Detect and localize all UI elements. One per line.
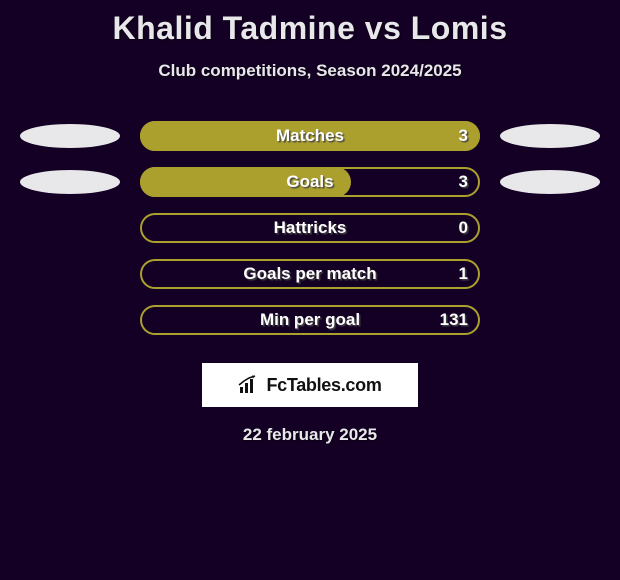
stat-row: Matches3 <box>10 121 610 151</box>
stat-label: Goals per match <box>140 264 480 284</box>
stat-rows: Matches3Goals3Hattricks0Goals per match1… <box>0 121 620 335</box>
stat-bar: Min per goal131 <box>140 305 480 335</box>
stat-label: Hattricks <box>140 218 480 238</box>
stat-value: 3 <box>459 172 468 192</box>
player-ellipse-left <box>20 124 120 148</box>
stat-value: 3 <box>459 126 468 146</box>
subtitle: Club competitions, Season 2024/2025 <box>0 61 620 81</box>
stat-value: 1 <box>459 264 468 284</box>
player-ellipse-right <box>500 124 600 148</box>
player-ellipse-right <box>500 170 600 194</box>
stat-value: 131 <box>440 310 468 330</box>
stat-row: Min per goal131 <box>10 305 610 335</box>
brand-text: FcTables.com <box>266 375 381 396</box>
stat-bar: Hattricks0 <box>140 213 480 243</box>
stat-row: Goals3 <box>10 167 610 197</box>
brand-box: FcTables.com <box>202 363 418 407</box>
stat-label: Goals <box>140 172 480 192</box>
stat-label: Matches <box>140 126 480 146</box>
player-ellipse-left <box>20 170 120 194</box>
brand-chart-icon <box>238 375 260 395</box>
stat-row: Hattricks0 <box>10 213 610 243</box>
stat-bar: Goals3 <box>140 167 480 197</box>
stat-value: 0 <box>459 218 468 238</box>
stat-label: Min per goal <box>140 310 480 330</box>
stat-bar: Goals per match1 <box>140 259 480 289</box>
stat-row: Goals per match1 <box>10 259 610 289</box>
date-line: 22 february 2025 <box>0 425 620 445</box>
page-title: Khalid Tadmine vs Lomis <box>0 0 620 47</box>
stat-bar: Matches3 <box>140 121 480 151</box>
